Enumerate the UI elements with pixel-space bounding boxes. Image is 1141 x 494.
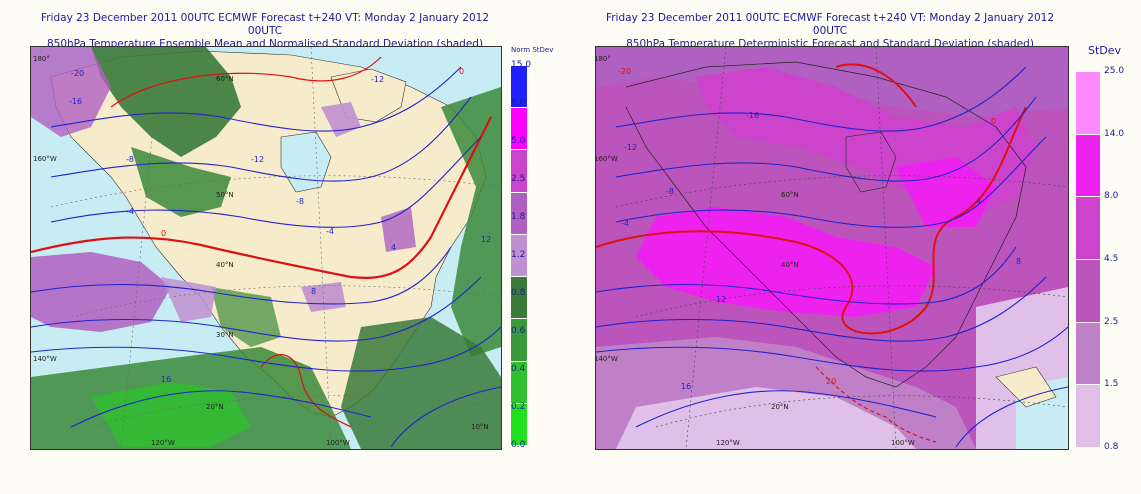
lat-label: 20°N bbox=[206, 403, 224, 411]
contour-label: -8 bbox=[296, 197, 304, 206]
contour-label: -16 bbox=[69, 97, 83, 106]
contour-label: 8 bbox=[1016, 257, 1022, 266]
legend-swatch bbox=[511, 192, 527, 234]
legend-swatch bbox=[1076, 134, 1100, 197]
legend-tick-label: 15.0 bbox=[511, 60, 532, 70]
legend-swatch bbox=[511, 403, 527, 445]
stdev-legend: StDev 25.0 14.0 8.0 4.5 2.5 1.5 0.8 bbox=[1076, 44, 1136, 454]
legend-tick-label: 0.0 bbox=[511, 440, 526, 450]
lat-label: 10°N bbox=[471, 423, 489, 431]
legend-tick-label: 0.8 bbox=[1104, 442, 1119, 452]
contour-label: 12 bbox=[481, 235, 492, 244]
lat-label: 40°N bbox=[216, 261, 234, 269]
ensemble-mean-map: 180° 160°W 140°W 120°W 100°W 60°N 50°N 4… bbox=[30, 46, 502, 450]
left-title-line1: Friday 23 December 2011 00UTC ECMWF Fore… bbox=[40, 12, 490, 37]
contour-label: 4 bbox=[976, 197, 982, 206]
lon-label-140w: 140°W bbox=[33, 355, 57, 363]
legend-swatch bbox=[511, 277, 527, 319]
legend-swatch bbox=[511, 361, 527, 403]
legend-tick-label: 8.0 bbox=[511, 98, 526, 108]
legend-tick-label: 8.0 bbox=[1104, 191, 1119, 202]
contour-label: 8 bbox=[311, 287, 317, 296]
contour-label: 0 bbox=[161, 229, 167, 238]
contour-label: 4 bbox=[391, 243, 397, 252]
lat-label: 60°N bbox=[216, 75, 234, 83]
legend-tick-label: 5.0 bbox=[511, 136, 526, 146]
legend-swatch bbox=[511, 150, 527, 192]
legend-tick-label: 0.8 bbox=[511, 288, 526, 298]
contour-label: -8 bbox=[666, 187, 674, 196]
legend-tick-label: 2.5 bbox=[1104, 316, 1119, 327]
lon-label-160w: 160°W bbox=[595, 155, 618, 163]
contour-label: 16 bbox=[681, 382, 692, 391]
legend-tick-label: 0.6 bbox=[511, 326, 526, 336]
contour-label: -12 bbox=[624, 143, 638, 152]
legend-swatch bbox=[1076, 322, 1100, 385]
legend-tick-label: 1.2 bbox=[511, 250, 526, 260]
legend-swatch bbox=[1076, 385, 1100, 447]
legend-swatch bbox=[511, 234, 527, 277]
lat-label: 20°N bbox=[771, 403, 789, 411]
lon-label-180: 180° bbox=[33, 55, 50, 63]
legend-swatch bbox=[1076, 197, 1100, 259]
legend-tick-label: 2.5 bbox=[511, 174, 526, 184]
contour-label: -4 bbox=[326, 227, 334, 236]
lon-label-180: 180° bbox=[595, 55, 611, 63]
contour-label: -4 bbox=[126, 207, 134, 216]
contour-label: -20 bbox=[71, 69, 85, 78]
ensemble-map-graphic bbox=[31, 47, 501, 449]
contour-label: -12 bbox=[251, 155, 265, 164]
legend-tick-label: 0.4 bbox=[511, 364, 526, 374]
contour-label: -16 bbox=[746, 111, 760, 120]
legend-title: Norm StDev bbox=[511, 46, 554, 54]
legend-tick-label: 1.5 bbox=[1104, 379, 1119, 390]
right-title-line1: Friday 23 December 2011 00UTC ECMWF Fore… bbox=[605, 12, 1055, 37]
legend-swatch bbox=[1076, 72, 1100, 134]
legend-tick-label: 4.5 bbox=[1104, 254, 1119, 264]
deterministic-map-graphic bbox=[596, 47, 1068, 449]
lon-label-140w: 140°W bbox=[595, 355, 618, 363]
contour-label: -4 bbox=[621, 219, 629, 228]
deterministic-forecast-map: 180° 160°W 140°W 120°W 100°W 60°N 40°N 2… bbox=[595, 46, 1069, 450]
lon-label-100w: 100°W bbox=[326, 439, 350, 447]
lon-label-120w: 120°W bbox=[151, 439, 175, 447]
legend-swatch bbox=[511, 108, 527, 150]
legend-swatch bbox=[1076, 260, 1100, 322]
contour-label: 20 bbox=[826, 377, 837, 386]
legend-tick-label: 1.8 bbox=[511, 212, 526, 222]
contour-label: 16 bbox=[161, 375, 172, 384]
legend-swatch bbox=[511, 319, 527, 361]
contour-label: -8 bbox=[126, 155, 134, 164]
contour-label: 12 bbox=[716, 295, 727, 304]
lon-label-120w: 120°W bbox=[716, 439, 740, 447]
lat-label: 60°N bbox=[781, 191, 799, 199]
legend-title: StDev bbox=[1088, 44, 1122, 57]
lat-label: 50°N bbox=[216, 191, 234, 199]
contour-label: -20 bbox=[618, 67, 632, 76]
norm-stdev-legend: Norm StDev 15.0 8.0 5.0 2.5 1.8 1.2 0.8 0.6 0.4 0… bbox=[511, 46, 554, 452]
lon-label-160w: 160°W bbox=[33, 155, 57, 163]
lat-label: 30°N bbox=[216, 331, 234, 339]
lon-label-100w: 100°W bbox=[891, 439, 915, 447]
contour-label: 0 bbox=[991, 117, 997, 126]
lat-label: 40°N bbox=[781, 261, 799, 269]
contour-label: 0 bbox=[459, 67, 465, 76]
legend-tick-label: 14.0 bbox=[1104, 128, 1125, 139]
contour-label: -12 bbox=[371, 75, 385, 84]
legend-tick-label: 0.2 bbox=[511, 402, 526, 412]
legend-swatch bbox=[511, 66, 527, 108]
legend-tick-label: 25.0 bbox=[1104, 66, 1125, 76]
